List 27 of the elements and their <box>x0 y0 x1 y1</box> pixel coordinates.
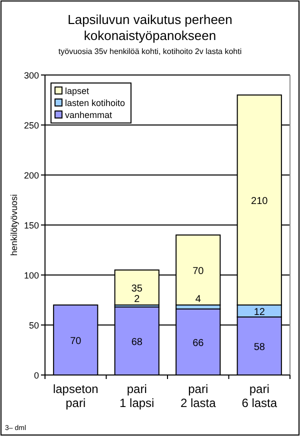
y-tick-label: 0 <box>34 370 39 380</box>
legend-label: lapset <box>65 86 90 96</box>
data-label: 68 <box>131 337 143 348</box>
chart-title: Lapsiluvun vaikutus perheen kokonaistyöpanokseen <box>68 12 232 43</box>
data-label: 12 <box>254 307 266 318</box>
data-label: 2 <box>134 294 140 305</box>
data-label: 66 <box>192 338 204 349</box>
x-tick-label: pari 6 lasta <box>242 382 278 410</box>
data-label: 4 <box>195 294 202 305</box>
data-label: 58 <box>254 342 266 353</box>
y-tick-label: 150 <box>24 220 39 230</box>
data-label: 70 <box>192 266 204 277</box>
x-tick-label: lapseton pari <box>52 382 98 410</box>
data-label: 35 <box>131 284 143 294</box>
legend-label: lasten kotihoito <box>65 98 126 108</box>
x-tick-label: pari 2 lasta <box>180 382 216 410</box>
x-tick-label: pari 1 lapsi <box>120 382 154 410</box>
data-label: 70 <box>70 336 82 347</box>
y-tick-label: 50 <box>28 320 39 330</box>
data-label: 210 <box>251 196 268 207</box>
y-tick-label: 100 <box>24 270 39 280</box>
chart-subtitle: työvuosia 35v henkilöä kohti, kotihoito 2v lasta kohti <box>58 47 242 56</box>
y-tick-label: 200 <box>24 170 39 180</box>
legend-label: vanhemmat <box>65 110 113 120</box>
y-tick-label: 300 <box>24 70 39 80</box>
y-tick-label: 250 <box>24 120 39 130</box>
y-axis-title: henkilötyövuosi <box>9 194 19 256</box>
